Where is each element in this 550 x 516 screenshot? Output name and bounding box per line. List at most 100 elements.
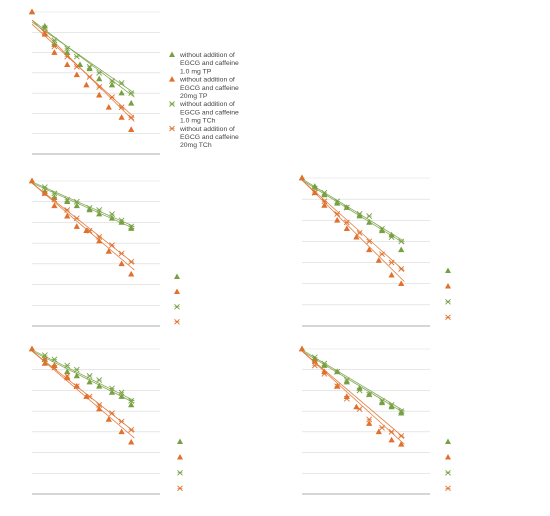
data-point-s1 [83, 227, 90, 234]
trendline-2 [31, 349, 135, 402]
data-point-s3 [51, 364, 58, 371]
legend-marker-0 [177, 438, 183, 445]
data-point-s3 [366, 238, 373, 245]
data-point-s3 [343, 219, 350, 226]
legend-marker-2 [169, 101, 175, 107]
data-point-s2 [109, 78, 115, 84]
data-point-s3 [118, 104, 125, 111]
data-point-s0 [366, 219, 373, 225]
data-point-s1 [96, 91, 103, 98]
data-point-s0 [64, 49, 71, 55]
data-point-s1 [321, 202, 328, 208]
data-point-s3 [128, 114, 135, 121]
data-point-s2 [109, 385, 115, 392]
data-point-s1 [366, 246, 373, 253]
data-point-s0 [378, 227, 386, 234]
data-point-s1 [41, 30, 48, 37]
data-point-s2 [366, 213, 373, 219]
chart-panel-c1 [28, 345, 183, 495]
data-point-s0 [321, 362, 328, 368]
data-point-s3 [109, 94, 115, 101]
data-point-s3 [388, 259, 395, 266]
data-point-s3 [73, 63, 80, 70]
legend-marker-2 [445, 469, 451, 476]
trendline-1 [301, 350, 405, 445]
legend-marker-0 [169, 51, 175, 58]
data-point-s3 [86, 393, 93, 400]
legend-marker-0 [445, 438, 451, 445]
data-point-s3 [96, 234, 103, 240]
data-point-s2 [86, 373, 93, 379]
data-point-s0 [86, 378, 93, 385]
data-point-s0 [128, 225, 135, 231]
legend-label-line: 1.0 mg TCh [180, 118, 216, 125]
legend-marker-3 [445, 485, 451, 492]
data-point-s3 [321, 370, 328, 377]
data-point-s1 [64, 374, 71, 381]
data-point-s2 [86, 63, 93, 70]
data-point-s2 [379, 397, 385, 404]
data-point-s2 [321, 360, 328, 367]
legend-marker-1 [174, 288, 180, 295]
data-point-s3 [343, 395, 350, 402]
data-point-s2 [321, 189, 328, 196]
data-point-s2 [334, 198, 341, 205]
data-point-s1 [28, 177, 36, 184]
data-point-s1 [298, 174, 306, 181]
data-point-s2 [366, 391, 373, 398]
legend-marker-2 [445, 298, 451, 305]
data-point-s3 [41, 29, 48, 36]
trendline-2 [301, 178, 405, 242]
data-point-s2 [128, 90, 135, 97]
data-point-s0 [118, 89, 125, 96]
data-point-s1 [353, 233, 360, 240]
data-point-s1 [83, 393, 90, 399]
data-point-s3 [356, 230, 363, 236]
trendline-2 [31, 21, 135, 94]
data-point-s3 [96, 402, 103, 408]
legend-label-line: 20mg TCh [180, 142, 212, 149]
data-point-s2 [128, 223, 135, 230]
legend-marker-0 [445, 267, 451, 274]
data-point-s2 [64, 45, 71, 52]
data-point-s2 [128, 397, 135, 404]
data-point-s3 [118, 250, 125, 257]
data-point-s1 [28, 8, 36, 15]
data-point-s2 [86, 205, 93, 211]
data-point-s2 [73, 198, 80, 205]
data-point-s3 [356, 406, 363, 412]
data-point-s0 [64, 368, 71, 375]
data-point-s2 [398, 238, 405, 245]
data-point-s1 [105, 248, 112, 254]
data-point-s0 [73, 372, 80, 379]
trendline-2 [31, 181, 135, 227]
data-point-s1 [96, 237, 103, 244]
legend-marker-1 [177, 454, 183, 460]
data-point-s1 [388, 271, 395, 278]
legend-label-0: without addition of EGCG and caffeine 1.0 … [179, 52, 239, 75]
data-point-s0 [96, 210, 103, 217]
legend-marker-1 [445, 283, 451, 289]
data-point-s2 [64, 362, 71, 369]
data-point-s2 [51, 190, 58, 197]
data-point-s1 [41, 360, 48, 366]
legend-label-line: without addition of [179, 52, 235, 59]
data-point-s1 [105, 103, 112, 110]
data-point-s3 [51, 43, 58, 50]
data-point-s2 [73, 53, 80, 60]
data-point-s1 [64, 212, 71, 219]
data-point-s0 [96, 75, 103, 82]
legend-marker-2 [174, 303, 180, 310]
chart-panel-b1 [28, 177, 180, 327]
data-point-s3 [41, 190, 48, 197]
legend-label-line: 1.0 mg TP [180, 68, 212, 75]
data-point-s3 [334, 383, 341, 390]
data-point-s3 [311, 189, 318, 196]
legend-label-line: EGCG and caffeine [180, 85, 239, 92]
data-point-s3 [64, 53, 71, 60]
data-point-s2 [334, 368, 341, 375]
legend-marker-3 [445, 314, 451, 321]
trendline-2 [301, 349, 405, 412]
legend-marker-0 [174, 273, 180, 280]
